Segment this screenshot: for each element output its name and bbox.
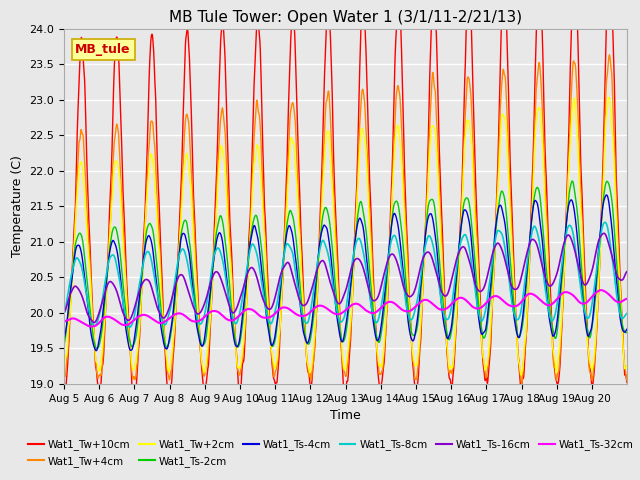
Wat1_Ts-32cm <box>148 316 156 322</box>
Wat1_Ts-2cm <box>321 206 328 212</box>
Wat1_Ts-8cm <box>332 299 339 304</box>
Wat1_Tw+2cm <box>617 297 625 303</box>
Wat1_Tw+4cm <box>148 119 156 124</box>
Wat1_Tw+10cm <box>331 191 339 196</box>
Wat1_Ts-2cm <box>623 329 631 335</box>
Wat1_Ts-4cm <box>479 331 486 337</box>
Wat1_Ts-8cm <box>623 311 631 316</box>
Wat1_Ts-8cm <box>561 238 569 243</box>
Line: Wat1_Ts-4cm: Wat1_Ts-4cm <box>64 195 627 351</box>
Wat1_Ts-16cm <box>561 237 569 242</box>
Wat1_Ts-4cm <box>617 318 625 324</box>
Wat1_Ts-8cm <box>321 240 328 246</box>
Wat1_Ts-16cm <box>623 268 631 274</box>
Wat1_Ts-4cm <box>603 192 611 198</box>
Wat1_Tw+2cm <box>605 95 612 100</box>
Wat1_Tw+4cm <box>518 381 525 386</box>
Line: Wat1_Tw+10cm: Wat1_Tw+10cm <box>64 0 627 399</box>
Wat1_Tw+2cm <box>623 363 631 369</box>
Wat1_Ts-16cm <box>479 287 486 293</box>
Wat1_Ts-4cm <box>92 348 100 354</box>
Wat1_Ts-4cm <box>60 336 68 341</box>
Wat1_Tw+10cm <box>617 286 625 291</box>
Wat1_Tw+4cm <box>60 375 68 381</box>
Wat1_Ts-32cm <box>321 304 328 310</box>
Wat1_Tw+10cm <box>479 352 486 358</box>
Title: MB Tule Tower: Open Water 1 (3/1/11-2/21/13): MB Tule Tower: Open Water 1 (3/1/11-2/21… <box>169 10 522 25</box>
Wat1_Ts-16cm <box>148 288 156 293</box>
Wat1_Ts-4cm <box>332 298 339 304</box>
Wat1_Ts-8cm <box>148 263 156 268</box>
Wat1_Tw+10cm <box>148 31 156 37</box>
Y-axis label: Temperature (C): Temperature (C) <box>11 156 24 257</box>
Wat1_Tw+10cm <box>341 396 349 402</box>
Wat1_Tw+4cm <box>479 351 486 357</box>
Text: MB_tule: MB_tule <box>76 43 131 56</box>
Wat1_Ts-2cm <box>332 281 339 287</box>
Wat1_Ts-16cm <box>332 295 339 300</box>
Wat1_Tw+2cm <box>479 346 486 352</box>
Line: Wat1_Ts-32cm: Wat1_Ts-32cm <box>64 290 627 326</box>
Wat1_Ts-8cm <box>479 317 486 323</box>
Line: Wat1_Ts-8cm: Wat1_Ts-8cm <box>64 222 627 327</box>
Wat1_Tw+2cm <box>148 154 156 160</box>
Wat1_Ts-4cm <box>561 233 569 239</box>
Wat1_Ts-2cm <box>568 178 576 184</box>
Wat1_Ts-4cm <box>623 326 631 332</box>
X-axis label: Time: Time <box>330 409 361 422</box>
Wat1_Ts-4cm <box>321 222 328 228</box>
Wat1_Ts-32cm <box>623 296 631 301</box>
Wat1_Ts-8cm <box>601 219 609 225</box>
Wat1_Tw+4cm <box>623 378 631 384</box>
Wat1_Ts-16cm <box>321 260 328 265</box>
Wat1_Tw+2cm <box>320 163 328 169</box>
Line: Wat1_Tw+4cm: Wat1_Tw+4cm <box>64 55 627 384</box>
Wat1_Tw+2cm <box>60 369 68 374</box>
Line: Wat1_Tw+2cm: Wat1_Tw+2cm <box>64 97 627 375</box>
Wat1_Ts-8cm <box>126 324 134 330</box>
Wat1_Ts-2cm <box>60 341 68 347</box>
Wat1_Ts-16cm <box>60 309 68 315</box>
Legend: Wat1_Tw+10cm, Wat1_Tw+4cm, Wat1_Tw+2cm, Wat1_Ts-2cm, Wat1_Ts-4cm, Wat1_Ts-8cm, W: Wat1_Tw+10cm, Wat1_Tw+4cm, Wat1_Tw+2cm, … <box>24 435 638 471</box>
Wat1_Ts-2cm <box>617 307 625 312</box>
Wat1_Ts-8cm <box>60 311 68 316</box>
Line: Wat1_Ts-2cm: Wat1_Ts-2cm <box>64 181 627 348</box>
Wat1_Ts-32cm <box>597 287 605 293</box>
Wat1_Ts-32cm <box>617 299 625 305</box>
Wat1_Ts-32cm <box>561 289 569 295</box>
Wat1_Tw+4cm <box>320 137 328 143</box>
Wat1_Tw+10cm <box>320 83 328 88</box>
Wat1_Tw+4cm <box>561 245 569 251</box>
Wat1_Tw+10cm <box>561 240 569 246</box>
Wat1_Tw+2cm <box>561 251 569 257</box>
Wat1_Tw+2cm <box>331 235 339 241</box>
Wat1_Tw+4cm <box>617 290 625 296</box>
Wat1_Tw+4cm <box>605 52 613 58</box>
Wat1_Tw+10cm <box>60 390 68 396</box>
Wat1_Ts-32cm <box>332 311 339 317</box>
Line: Wat1_Ts-16cm: Wat1_Ts-16cm <box>64 233 627 323</box>
Wat1_Ts-4cm <box>148 244 156 250</box>
Wat1_Ts-32cm <box>88 324 95 329</box>
Wat1_Ts-16cm <box>617 277 625 283</box>
Wat1_Tw+2cm <box>517 372 525 378</box>
Wat1_Ts-32cm <box>60 319 68 324</box>
Wat1_Ts-8cm <box>617 313 625 319</box>
Wat1_Ts-2cm <box>93 346 101 351</box>
Wat1_Ts-2cm <box>561 234 569 240</box>
Wat1_Ts-16cm <box>600 230 608 236</box>
Wat1_Ts-2cm <box>479 333 486 338</box>
Wat1_Tw+10cm <box>623 380 631 385</box>
Wat1_Ts-32cm <box>479 303 486 309</box>
Wat1_Tw+4cm <box>331 216 339 221</box>
Wat1_Ts-16cm <box>90 320 98 325</box>
Wat1_Ts-2cm <box>148 226 156 231</box>
